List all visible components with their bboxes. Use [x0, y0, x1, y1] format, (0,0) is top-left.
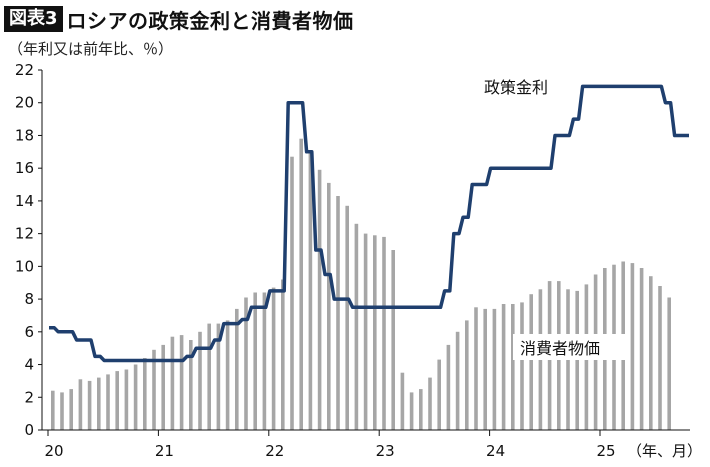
cpi-bar — [658, 286, 662, 430]
cpi-bar — [106, 374, 110, 430]
cpi-bar — [189, 340, 193, 430]
x-axis-suffix: （年、月） — [627, 442, 702, 460]
cpi-bar — [115, 371, 119, 430]
cpi-bar — [51, 390, 55, 430]
y-tick-label: 8 — [24, 290, 34, 308]
y-tick-label: 6 — [24, 323, 34, 341]
x-tick-label: 24 — [486, 442, 505, 460]
cpi-bar — [271, 287, 276, 430]
y-tick-label: 0 — [24, 421, 34, 439]
cpi-bar — [124, 369, 129, 430]
rate-annotation: 政策金利 — [484, 78, 548, 97]
cpi-bar — [400, 372, 405, 430]
y-tick-label: 20 — [15, 94, 34, 112]
y-tick-label: 22 — [15, 61, 34, 79]
cpi-bar — [327, 182, 331, 430]
cpi-bar — [474, 307, 478, 430]
x-tick-label: 23 — [376, 442, 395, 460]
cpi-bar — [170, 336, 175, 430]
cpi-bar — [520, 302, 524, 430]
cpi-bar — [437, 359, 441, 430]
cpi-bar — [373, 235, 377, 430]
y-tick-label: 14 — [15, 192, 34, 210]
cpi-bar — [455, 331, 460, 430]
cpi-bar — [465, 320, 469, 430]
cpi-bar — [667, 297, 671, 430]
cpi-bar — [161, 344, 165, 430]
cpi-bar — [419, 389, 423, 430]
cpi-bars — [51, 138, 671, 431]
cpi-bar — [143, 358, 147, 430]
cpi-bar — [97, 377, 101, 430]
y-tick-label: 2 — [24, 388, 34, 406]
cpi-bar — [345, 205, 349, 430]
cpi-bar — [630, 263, 635, 430]
cpi-bar — [639, 268, 644, 430]
axes — [38, 69, 690, 436]
cpi-bar — [428, 377, 432, 430]
y-tick-label: 10 — [15, 257, 34, 275]
cpi-bar — [409, 392, 414, 430]
cpi-bar — [253, 292, 257, 430]
y-tick-label: 18 — [15, 126, 34, 144]
cpi-bar — [87, 380, 92, 430]
cpi-bar — [354, 223, 359, 430]
x-tick-label: 20 — [44, 442, 63, 460]
figure-badge: 図表3 — [4, 6, 63, 32]
y-tick-label: 4 — [24, 356, 34, 374]
cpi-bar — [244, 297, 248, 430]
cpi-bar — [60, 392, 64, 430]
cpi-bar — [501, 304, 506, 430]
x-tick-label: 22 — [265, 442, 284, 460]
cpi-bar — [235, 308, 239, 430]
x-tick-label: 25 — [596, 442, 615, 460]
cpi-bar — [492, 308, 497, 430]
cpi-bar — [299, 138, 303, 430]
cpi-bar — [216, 323, 221, 430]
y-tick-label: 16 — [15, 159, 34, 177]
cpi-bar — [179, 335, 184, 430]
title-row: 図表3 ロシアの政策金利と消費者物価 — [4, 4, 354, 34]
cpi-label-bg — [513, 334, 625, 360]
cpi-bar — [281, 279, 285, 430]
cpi-bar — [391, 250, 395, 430]
policy-rate-line — [49, 84, 689, 363]
unit-label: （年利又は前年比、％） — [8, 40, 174, 58]
cpi-bar — [78, 379, 83, 430]
cpi-bar — [317, 169, 322, 431]
cpi-bar — [262, 292, 267, 430]
cpi-bar — [198, 331, 202, 430]
cpi-bar — [152, 349, 156, 430]
x-tick-label: 21 — [155, 442, 174, 460]
cpi-bar — [207, 323, 211, 430]
cpi-bar — [308, 150, 313, 430]
cpi-bar — [69, 389, 73, 430]
y-tick-label: 12 — [15, 225, 34, 243]
cpi-bar — [511, 304, 515, 430]
cpi-bar — [649, 276, 653, 430]
chart-title: ロシアの政策金利と消費者物価 — [66, 8, 354, 33]
cpi-bar — [133, 364, 138, 430]
cpi-bar — [382, 236, 386, 430]
cpi-bar — [446, 344, 451, 430]
cpi-bar — [225, 320, 230, 430]
cpi-bar — [483, 308, 487, 430]
cpi-bar — [290, 156, 294, 430]
cpi-bar — [336, 196, 340, 430]
cpi-bar — [363, 233, 368, 430]
cpi-bar — [529, 294, 533, 430]
cpi-bar — [575, 290, 579, 430]
cpi-annotation: 消費者物価 — [520, 339, 600, 358]
